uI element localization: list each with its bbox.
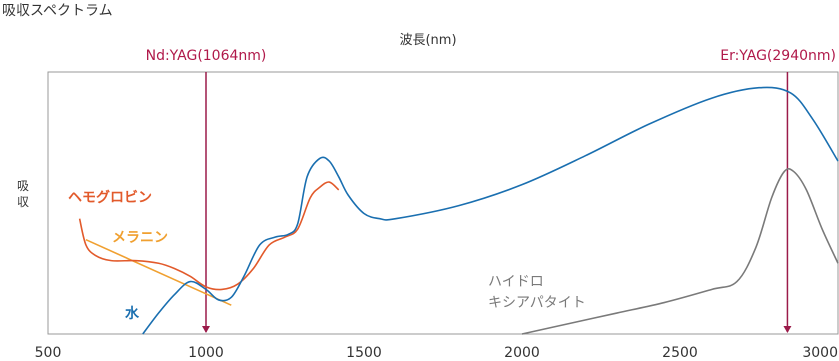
tick-layer: 500 1000 1500 2000 2500 3000 [35,345,838,361]
y-axis-label: 吸 収 [17,179,33,209]
x-axis-label: 波長(nm) [399,33,456,48]
chart-title: 吸収スペクトラム [2,3,113,19]
y-axis-label-char-2: 収 [17,195,29,209]
x-tick-label-1500: 1500 [346,345,382,361]
x-tick-label-2500: 2500 [662,345,698,361]
series-label-2: ヘモグロビン [68,189,152,206]
marker-arrow-1 [202,326,210,333]
y-axis-label-char-1: 吸 [17,179,29,193]
series-label-1: 水 [125,305,140,322]
series-label-4: ハイドロキシアパタイト [488,274,586,311]
series-line-3 [86,240,231,306]
marker-label-2: Er:YAG(2940nm) [720,48,836,64]
series-label-3: メラニン [112,230,168,246]
x-tick-label-3000: 3000 [802,345,838,361]
x-tick-label-2000: 2000 [504,345,540,361]
series-layer [80,87,838,334]
marker-label-1: Nd:YAG(1064nm) [146,48,267,64]
marker-layer: Nd:YAG(1064nm) Er:YAG(2940nm) [146,48,836,333]
marker-arrow-2 [783,326,791,333]
x-tick-label-500: 500 [35,345,62,361]
plot-area [48,72,838,334]
x-tick-label-1000: 1000 [188,345,224,361]
